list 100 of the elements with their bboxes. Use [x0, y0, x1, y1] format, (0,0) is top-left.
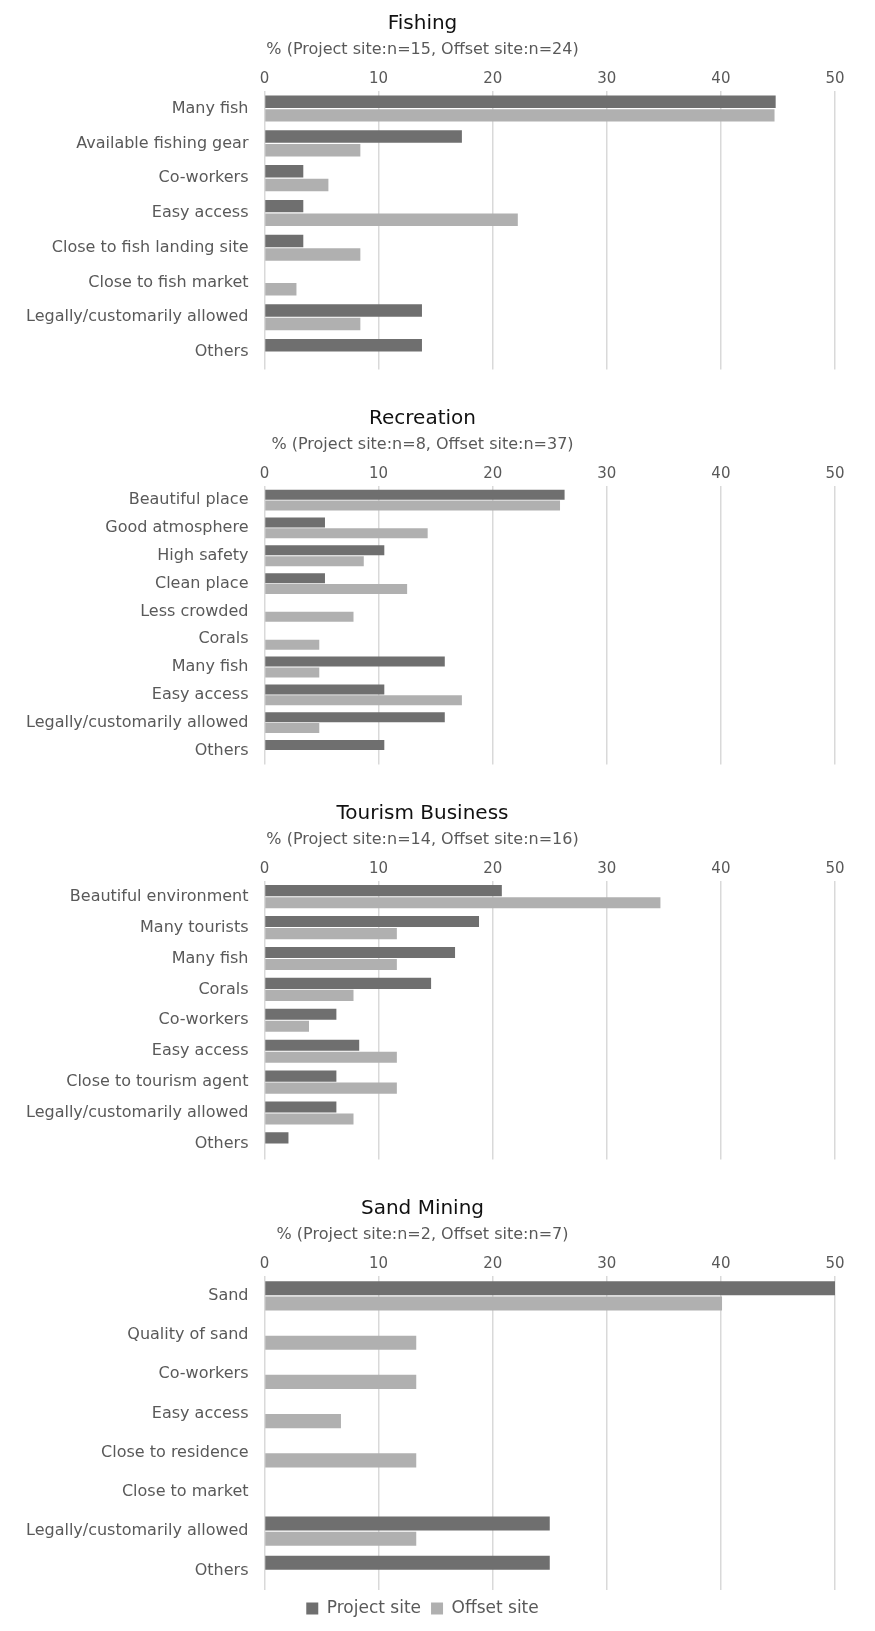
y-tick-label: Easy access: [151, 1402, 249, 1422]
y-tick-label: Less crowded: [140, 600, 249, 620]
bar: [265, 1113, 354, 1125]
bar: [265, 1051, 397, 1063]
x-tick-label: 0: [259, 69, 270, 88]
bar: [265, 304, 422, 317]
bar: [265, 1335, 417, 1350]
bar: [265, 1101, 337, 1113]
y-tick-label: Many fish: [171, 656, 249, 676]
bar: [265, 639, 320, 650]
bar: [265, 946, 456, 958]
bar: [265, 1039, 360, 1051]
y-tick-label: Legally/customarily allowed: [25, 1520, 249, 1540]
bar: [265, 584, 408, 594]
bar: [265, 740, 385, 751]
y-tick-label: Corals: [198, 978, 249, 998]
x-tick-label: 50: [825, 859, 845, 878]
y-tick-label: Legally/customarily allowed: [25, 306, 249, 326]
y-tick-label: Others: [194, 1133, 249, 1153]
y-tick-label: Close to fish market: [88, 271, 249, 291]
chart-subtitle: % (Project site:n=2, Offset site:n=7): [276, 1223, 569, 1243]
bar: [265, 915, 480, 928]
y-tick-label: Close to residence: [101, 1441, 249, 1461]
y-tick-label: Available fishing gear: [76, 132, 249, 152]
bar: [265, 213, 518, 226]
bar: [265, 143, 361, 157]
y-tick-label: Many fish: [171, 97, 249, 117]
bar: [265, 667, 320, 678]
x-tick-label: 10: [369, 859, 389, 878]
y-tick-label: Sand: [208, 1284, 249, 1304]
bar: [265, 611, 354, 622]
bar: [265, 989, 354, 1001]
bar: [265, 958, 397, 971]
y-tick-label: Close to fish landing site: [51, 236, 249, 256]
x-tick-label: 50: [825, 464, 845, 483]
bar: [265, 1555, 550, 1570]
x-tick-label: 10: [369, 1254, 389, 1273]
chart-title: Tourism Business: [335, 800, 509, 825]
y-tick-label: Good atmosphere: [105, 517, 249, 537]
bar: [265, 95, 776, 109]
bar: [265, 109, 775, 122]
y-tick-label: Easy access: [151, 684, 249, 704]
x-tick-label: 30: [597, 1254, 617, 1273]
bar: [265, 977, 432, 989]
bar: [265, 1082, 397, 1094]
bar: [265, 573, 325, 584]
bar: [265, 712, 445, 723]
x-tick-label: 40: [711, 859, 731, 878]
bar: [265, 1296, 723, 1311]
x-tick-label: 50: [825, 69, 845, 88]
bar: [265, 178, 329, 192]
legend-label: Project site: [326, 1596, 422, 1617]
bar: [265, 1414, 341, 1429]
chart-subtitle: % (Project site:n=8, Offset site:n=37): [271, 433, 574, 453]
x-tick-label: 30: [597, 464, 617, 483]
bar: [265, 1281, 835, 1296]
y-tick-label: Corals: [198, 628, 249, 648]
bar: [265, 1132, 289, 1144]
y-tick-label: Quality of sand: [127, 1324, 249, 1344]
y-tick-label: Close to market: [121, 1481, 249, 1501]
bar: [265, 656, 445, 667]
x-tick-label: 0: [259, 859, 270, 878]
chart-title: Fishing: [387, 10, 458, 35]
bar: [265, 1008, 337, 1020]
x-tick-label: 40: [711, 69, 731, 88]
bar: [265, 723, 320, 734]
x-tick-label: 40: [711, 1254, 731, 1273]
y-tick-label: Co-workers: [158, 1363, 249, 1383]
bar: [265, 338, 422, 352]
x-tick-label: 0: [259, 464, 270, 483]
x-tick-label: 20: [483, 1254, 503, 1273]
bar: [265, 556, 364, 567]
y-tick-label: Co-workers: [158, 167, 249, 187]
y-tick-label: Others: [194, 1559, 249, 1579]
chart-title: Recreation: [369, 405, 476, 430]
y-tick-label: Legally/customarily allowed: [25, 711, 249, 731]
y-tick-label: Co-workers: [158, 1009, 249, 1029]
bar: [265, 1020, 310, 1032]
x-tick-label: 20: [483, 859, 503, 878]
bar: [265, 897, 661, 909]
y-tick-label: Easy access: [151, 1040, 249, 1060]
x-tick-label: 40: [711, 464, 731, 483]
bar: [265, 489, 565, 500]
x-tick-label: 30: [597, 69, 617, 88]
x-tick-label: 30: [597, 859, 617, 878]
chart-title: Sand Mining: [360, 1195, 485, 1220]
bar: [265, 248, 361, 261]
bar: [265, 695, 462, 706]
bar: [265, 1531, 417, 1546]
bar: [265, 1070, 337, 1082]
bar: [265, 928, 397, 940]
bar: [265, 1374, 417, 1389]
bar: [265, 517, 325, 528]
y-tick-label: Many fish: [171, 947, 249, 967]
y-tick-label: Beautiful environment: [69, 885, 249, 905]
bar: [265, 317, 361, 331]
y-tick-label: Clean place: [154, 572, 249, 592]
y-tick-label: Close to tourism agent: [66, 1071, 249, 1091]
y-tick-label: Legally/customarily allowed: [25, 1102, 249, 1122]
bar: [265, 1516, 550, 1531]
